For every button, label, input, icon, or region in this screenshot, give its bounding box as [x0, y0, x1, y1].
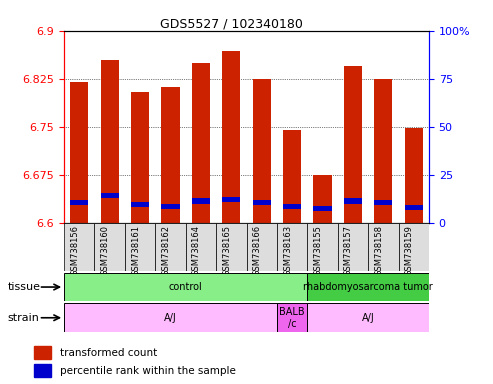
Bar [283, 204, 301, 209]
Text: GSM738155: GSM738155 [314, 225, 322, 276]
Bar [192, 63, 210, 223]
Bar [307, 303, 429, 332]
Bar [161, 204, 179, 209]
Bar [64, 223, 95, 271]
Text: GSM738164: GSM738164 [192, 225, 201, 276]
Bar [186, 223, 216, 271]
Bar [222, 197, 241, 202]
Bar [252, 200, 271, 205]
Bar [161, 87, 179, 223]
Text: GSM738160: GSM738160 [101, 225, 109, 276]
Text: percentile rank within the sample: percentile rank within the sample [60, 366, 236, 376]
Bar [192, 199, 210, 204]
Bar [252, 79, 271, 223]
Bar [34, 346, 51, 359]
Bar [338, 223, 368, 271]
Text: GSM738162: GSM738162 [162, 225, 171, 276]
Text: GDS5527 / 102340180: GDS5527 / 102340180 [160, 17, 303, 30]
Bar [131, 91, 149, 223]
Text: GSM738161: GSM738161 [131, 225, 140, 276]
Bar [344, 66, 362, 223]
Bar [405, 128, 423, 223]
Bar [64, 273, 307, 301]
Bar [70, 200, 88, 205]
Text: A/J: A/J [362, 313, 375, 323]
Text: GSM738165: GSM738165 [222, 225, 231, 276]
Bar [246, 223, 277, 271]
Bar [125, 223, 155, 271]
Bar [101, 193, 119, 199]
Bar [368, 223, 398, 271]
Text: GSM738156: GSM738156 [70, 225, 79, 276]
Text: A/J: A/J [164, 313, 177, 323]
Bar [398, 223, 429, 271]
Bar [222, 51, 241, 223]
Text: GSM738163: GSM738163 [283, 225, 292, 276]
Bar [307, 223, 338, 271]
Text: control: control [169, 282, 203, 292]
Bar [64, 303, 277, 332]
Bar [374, 200, 392, 205]
Bar [70, 82, 88, 223]
Bar [307, 273, 429, 301]
Bar [314, 175, 332, 223]
Bar [155, 223, 186, 271]
Bar [344, 199, 362, 204]
Bar [277, 303, 307, 332]
Bar [101, 60, 119, 223]
Bar [95, 223, 125, 271]
Bar [277, 223, 307, 271]
Text: tissue: tissue [7, 282, 40, 292]
Text: rhabdomyosarcoma tumor: rhabdomyosarcoma tumor [303, 282, 433, 292]
Text: GSM738166: GSM738166 [253, 225, 262, 276]
Bar [405, 205, 423, 210]
Text: transformed count: transformed count [60, 348, 157, 358]
Bar [216, 223, 246, 271]
Bar [374, 79, 392, 223]
Bar [34, 364, 51, 377]
Text: GSM738157: GSM738157 [344, 225, 353, 276]
Text: BALB
/c: BALB /c [280, 307, 305, 329]
Bar [283, 130, 301, 223]
Text: GSM738159: GSM738159 [405, 225, 414, 276]
Bar [131, 202, 149, 207]
Text: GSM738158: GSM738158 [374, 225, 384, 276]
Text: strain: strain [7, 313, 39, 323]
Bar [314, 206, 332, 211]
